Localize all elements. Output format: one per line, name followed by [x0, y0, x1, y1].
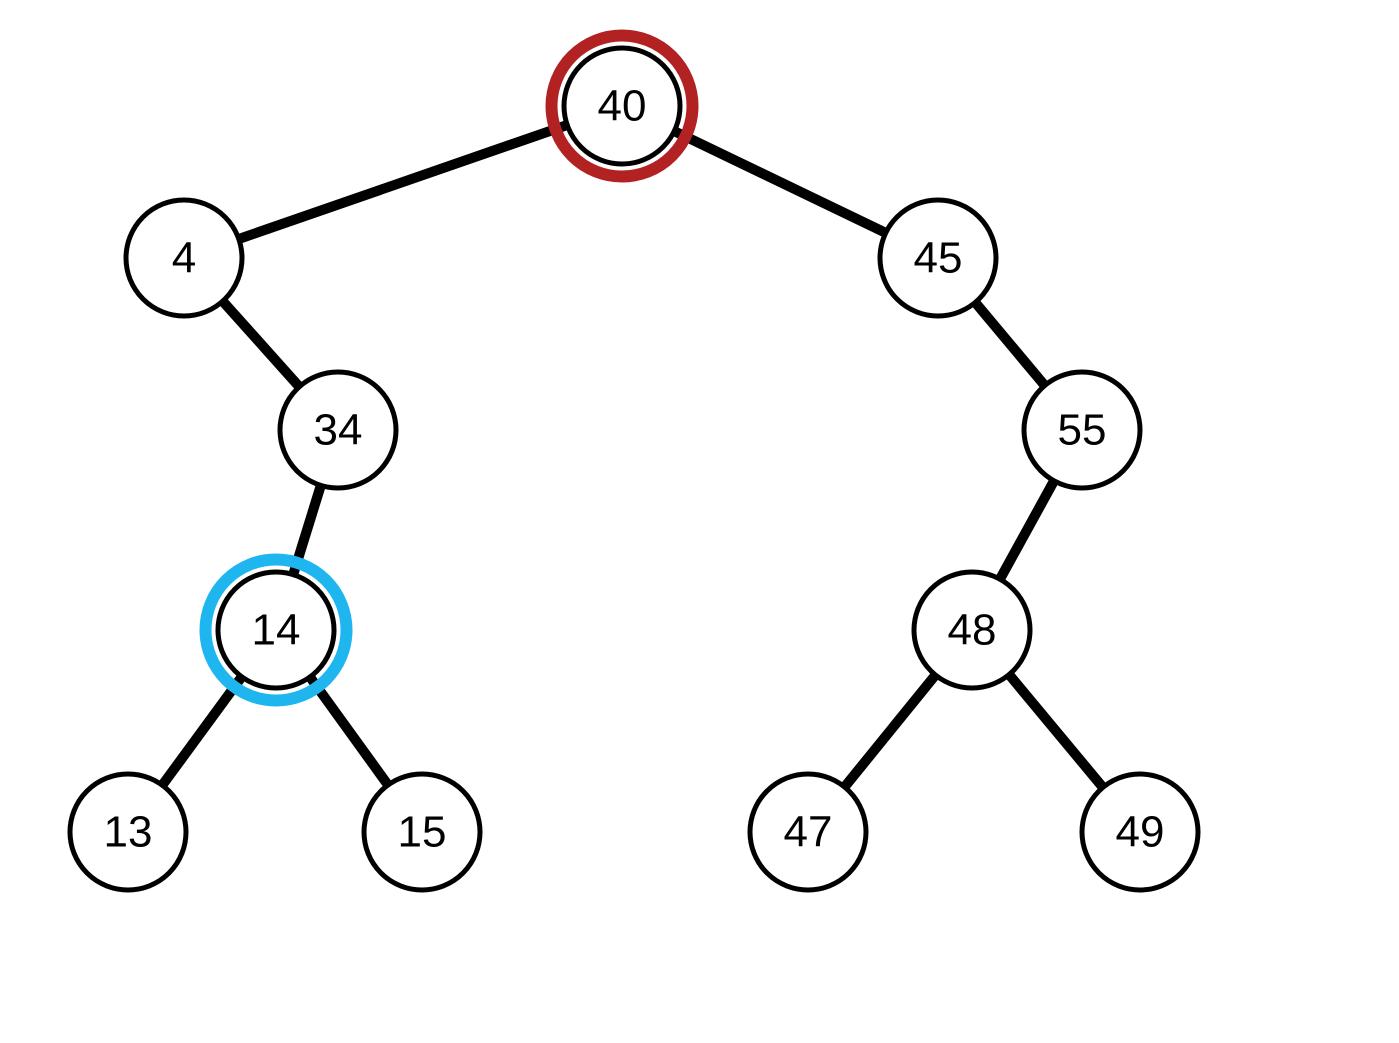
tree-node: 4: [126, 200, 242, 316]
node-label: 55: [1058, 406, 1107, 455]
node-label: 48: [948, 606, 997, 655]
tree-node: 45: [880, 200, 996, 316]
tree-edge: [1000, 481, 1054, 579]
node-label: 49: [1116, 808, 1165, 857]
tree-edge: [310, 677, 388, 785]
tree-edge: [223, 301, 300, 387]
tree-edge: [845, 675, 936, 787]
node-label: 13: [104, 808, 153, 857]
tree-node: 49: [1082, 774, 1198, 890]
tree-node: 14: [206, 560, 347, 701]
tree-node: 55: [1024, 372, 1140, 488]
node-label: 34: [314, 406, 363, 455]
node-label: 47: [784, 808, 833, 857]
tree-node: 34: [280, 372, 396, 488]
tree-node: 40: [552, 36, 693, 177]
tree-edge: [975, 302, 1045, 385]
node-label: 14: [252, 606, 301, 655]
tree-edge: [1009, 675, 1103, 788]
node-label: 4: [172, 234, 196, 283]
node-label: 40: [598, 82, 647, 131]
tree-node: 47: [750, 774, 866, 890]
tree-edge: [674, 131, 885, 233]
node-label: 15: [398, 808, 447, 857]
tree-edge: [162, 677, 241, 785]
node-label: 45: [914, 234, 963, 283]
tree-node: 48: [914, 572, 1030, 688]
tree-edge: [239, 125, 567, 239]
tree-node: 13: [70, 774, 186, 890]
binary-tree-diagram: 40 4 45 34 55 14 48 13 15 47 49: [0, 0, 1399, 1043]
tree-node: 15: [364, 774, 480, 890]
